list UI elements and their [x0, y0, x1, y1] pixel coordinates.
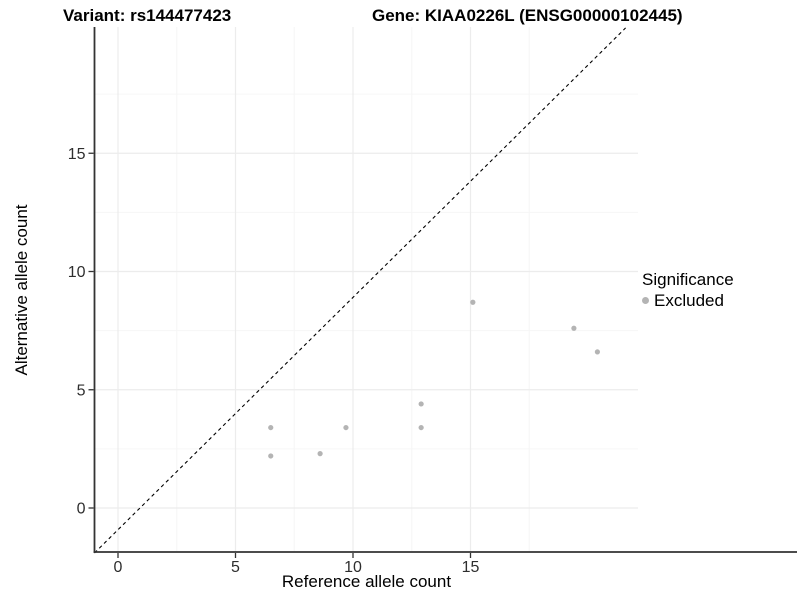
data-point — [343, 424, 349, 431]
data-point — [418, 401, 424, 407]
data-point — [594, 349, 601, 355]
y-tick-label: 5 — [77, 382, 86, 399]
x-tick-label: 10 — [344, 559, 362, 576]
data-point — [571, 325, 577, 331]
x-axis-label: Reference allele count — [281, 572, 452, 591]
legend-item-excluded: Excluded — [642, 291, 734, 310]
x-tick-label: 0 — [114, 559, 123, 576]
data-point — [418, 424, 424, 431]
x-tick-label: 15 — [462, 559, 480, 576]
legend-item-label: Excluded — [654, 291, 724, 310]
plot-title-gene: Gene: KIAA0226L (ENSG00000102445) — [372, 6, 683, 25]
data-point — [317, 451, 323, 457]
identity-line — [94, 27, 626, 554]
data-point — [268, 453, 274, 459]
legend: Significance Excluded — [642, 270, 734, 310]
legend-title: Significance — [642, 270, 734, 289]
data-point — [268, 424, 274, 431]
excluded-point-icon — [642, 297, 649, 304]
y-tick-label: 10 — [68, 264, 86, 281]
data-point — [470, 299, 476, 305]
y-tick-label: 0 — [77, 501, 86, 518]
y-tick-label: 15 — [68, 146, 86, 163]
y-axis-label: Alternative allele count — [12, 204, 31, 376]
plot-title-variant: Variant: rs144477423 — [63, 6, 232, 25]
x-tick-label: 5 — [231, 559, 240, 576]
